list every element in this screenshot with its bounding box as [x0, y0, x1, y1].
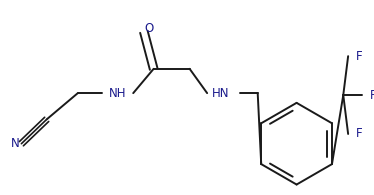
- Text: N: N: [11, 137, 19, 150]
- Text: O: O: [144, 22, 153, 35]
- Text: F: F: [356, 50, 362, 63]
- Text: NH: NH: [109, 87, 126, 100]
- Text: F: F: [356, 128, 362, 140]
- Text: F: F: [370, 89, 374, 102]
- Text: HN: HN: [212, 87, 230, 100]
